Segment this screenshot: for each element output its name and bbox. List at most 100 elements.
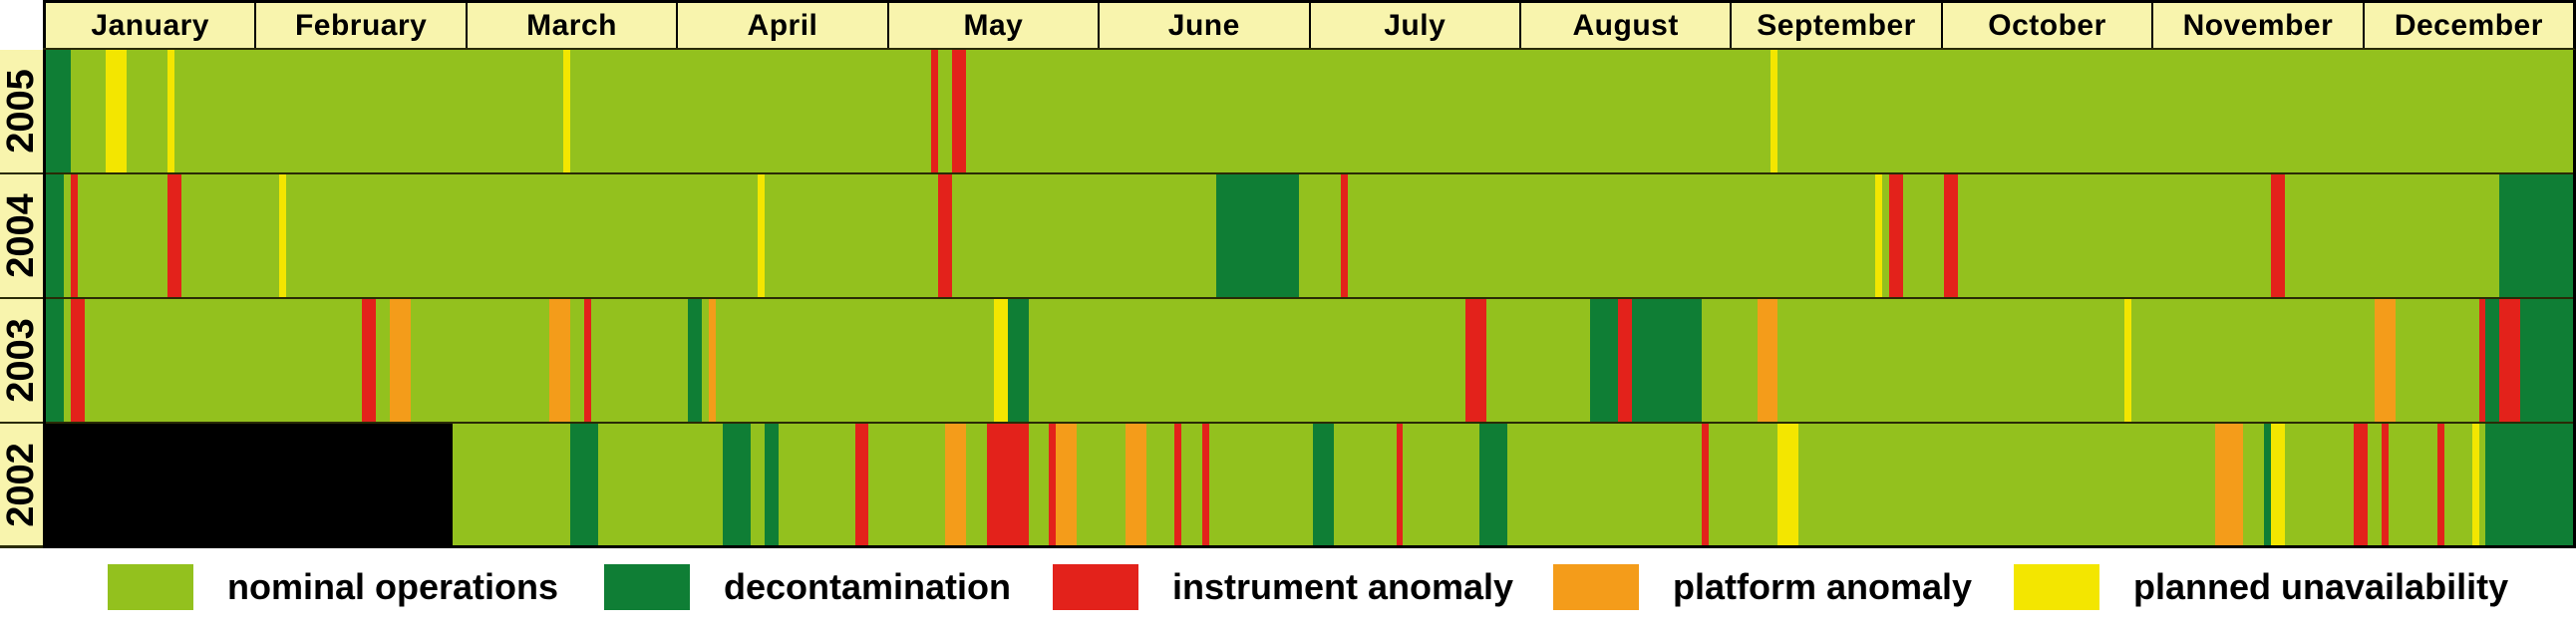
year-label-text: 2003	[0, 318, 43, 403]
segment-instrument	[362, 299, 377, 422]
legend-swatch-platform	[1553, 564, 1639, 610]
segment-decontamination	[2485, 424, 2576, 545]
legend-label-nominal: nominal operations	[227, 566, 559, 607]
legend-item-nominal: nominal operations	[108, 564, 558, 610]
year-label-2003: 2003	[0, 299, 43, 424]
segment-platform	[549, 299, 571, 422]
segment-planned	[1874, 174, 1882, 297]
segment-decontamination	[43, 174, 64, 297]
segment-instrument	[2478, 299, 2486, 422]
plot-area	[43, 50, 2576, 548]
segment-platform	[1757, 299, 1778, 422]
segment-instrument	[1201, 424, 1209, 545]
year-label-2002: 2002	[0, 424, 43, 548]
legend-label-decontamination: decontamination	[724, 566, 1012, 607]
segment-planned	[758, 174, 765, 297]
segment-instrument	[1340, 174, 1348, 297]
segment-instrument	[2382, 424, 2390, 545]
month-header-row: January February March April May June July Augu…	[43, 0, 2576, 50]
legend-swatch-decontamination	[604, 564, 690, 610]
segment-instrument	[951, 50, 966, 172]
month-label-october: October	[1940, 3, 2151, 48]
segment-decontamination	[2499, 174, 2576, 297]
month-label-august: August	[1518, 3, 1730, 48]
segment-instrument	[1701, 424, 1709, 545]
month-label-march: March	[465, 3, 676, 48]
month-label-november: November	[2151, 3, 2362, 48]
segment-instrument	[70, 174, 78, 297]
segment-instrument	[1944, 174, 1959, 297]
segment-instrument	[1618, 299, 1633, 422]
segment-instrument	[70, 299, 85, 422]
segment-platform	[390, 299, 411, 422]
legend-label-platform: platform anomaly	[1673, 566, 1973, 607]
legend-swatch-nominal	[108, 564, 193, 610]
segment-decontamination	[2485, 299, 2500, 422]
segment-decontamination	[723, 424, 752, 545]
timeline-row-2005	[43, 50, 2576, 174]
timeline-row-2003	[43, 299, 2576, 424]
legend-item-instrument: instrument anomaly	[1053, 564, 1513, 610]
year-label-text: 2002	[0, 442, 43, 527]
segment-instrument	[854, 424, 869, 545]
legend-item-planned: planned unavailability	[2014, 564, 2508, 610]
segment-planned	[563, 50, 571, 172]
segment-decontamination	[43, 50, 71, 172]
segment-platform	[1126, 424, 1146, 545]
segment-instrument	[1888, 174, 1903, 297]
segment-instrument	[2499, 299, 2521, 422]
segment-decontamination	[1590, 299, 1619, 422]
segment-instrument	[986, 424, 1029, 545]
month-label-july: July	[1308, 3, 1519, 48]
segment-planned	[105, 50, 127, 172]
segment-platform	[2214, 424, 2243, 545]
year-label-text: 2005	[0, 69, 43, 154]
segment-decontamination	[765, 424, 779, 545]
month-label-december: December	[2362, 3, 2573, 48]
segment-instrument	[1049, 424, 1057, 545]
segment-decontamination	[1479, 424, 1507, 545]
segment-decontamination	[1215, 174, 1300, 297]
legend: nominal operations decontamination instrum…	[0, 564, 2576, 614]
month-label-may: May	[886, 3, 1098, 48]
segment-decontamination	[1312, 424, 1334, 545]
year-label-2005: 2005	[0, 50, 43, 174]
segment-planned	[1771, 50, 1778, 172]
segment-decontamination	[2263, 424, 2271, 545]
segment-decontamination	[1632, 299, 1702, 422]
legend-swatch-instrument	[1053, 564, 1138, 610]
segment-decontamination	[570, 424, 598, 545]
legend-swatch-planned	[2014, 564, 2099, 610]
segment-decontamination	[688, 299, 703, 422]
segment-decontamination	[43, 299, 64, 422]
month-label-june: June	[1098, 3, 1308, 48]
segment-planned	[278, 174, 286, 297]
year-axis: 2005 2004 2003 2002	[0, 50, 43, 548]
segment-platform	[709, 299, 717, 422]
segment-instrument	[2436, 424, 2444, 545]
segment-instrument	[931, 50, 939, 172]
segment-planned	[993, 299, 1008, 422]
segment-decontamination	[1007, 299, 1029, 422]
month-label-september: September	[1730, 3, 1940, 48]
segment-instrument	[1396, 424, 1404, 545]
segment-instrument	[1173, 424, 1181, 545]
segment-platform	[945, 424, 966, 545]
timeline-row-2002	[43, 424, 2576, 548]
segment-instrument	[584, 299, 591, 422]
legend-label-instrument: instrument anomaly	[1172, 566, 1514, 607]
year-label-2004: 2004	[0, 174, 43, 299]
segment-instrument	[167, 174, 182, 297]
segment-instrument	[2270, 174, 2285, 297]
segment-instrument	[2354, 424, 2369, 545]
segment-instrument	[938, 174, 952, 297]
segment-platform	[2375, 299, 2396, 422]
segment-planned	[2471, 424, 2479, 545]
month-label-february: February	[254, 3, 465, 48]
month-label-january: January	[43, 3, 254, 48]
segment-decontamination	[2520, 299, 2576, 422]
segment-no_data	[43, 424, 453, 545]
month-label-april: April	[676, 3, 886, 48]
segment-planned	[2124, 299, 2132, 422]
